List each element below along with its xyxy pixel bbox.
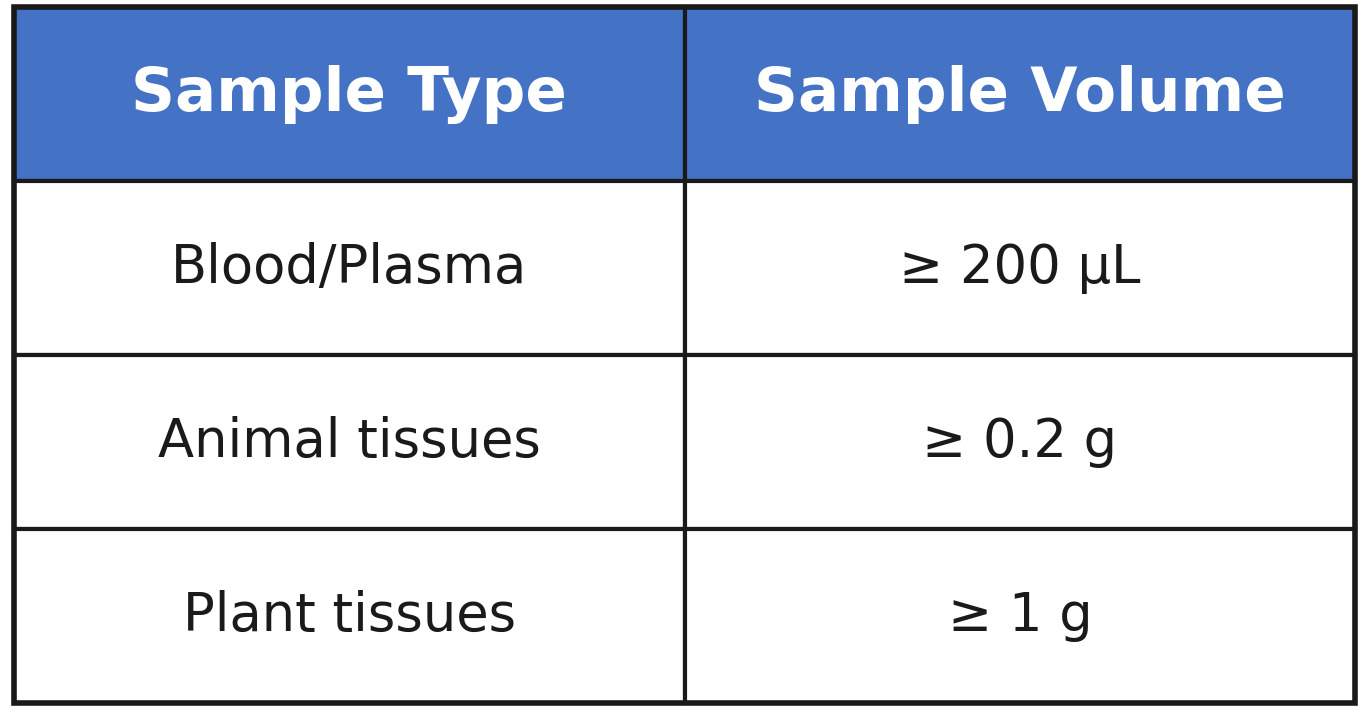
Bar — [14, 7, 684, 181]
Bar — [14, 529, 684, 703]
Text: Blood/Plasma: Blood/Plasma — [171, 242, 527, 294]
Text: Sample Type: Sample Type — [131, 65, 567, 124]
Bar — [684, 529, 1355, 703]
Text: Plant tissues: Plant tissues — [182, 590, 516, 642]
Bar — [14, 181, 684, 355]
Bar — [684, 355, 1355, 529]
Bar — [14, 355, 684, 529]
Text: Animal tissues: Animal tissues — [157, 416, 541, 468]
Bar — [684, 7, 1355, 181]
Text: ≥ 1 g: ≥ 1 g — [947, 590, 1092, 642]
Text: Sample Volume: Sample Volume — [754, 65, 1285, 124]
Text: ≥ 200 μL: ≥ 200 μL — [899, 242, 1140, 294]
Text: ≥ 0.2 g: ≥ 0.2 g — [923, 416, 1117, 468]
Bar — [684, 181, 1355, 355]
